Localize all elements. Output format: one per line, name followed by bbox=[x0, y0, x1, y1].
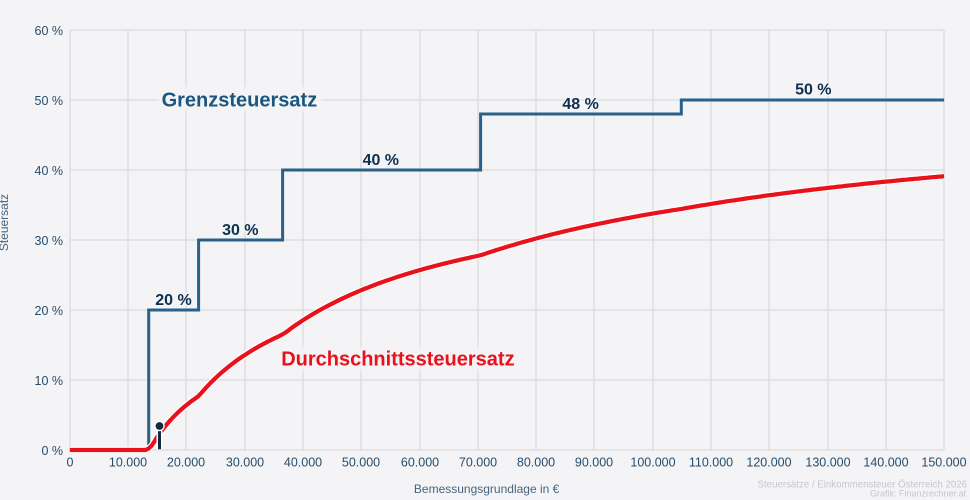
svg-text:20 %: 20 % bbox=[35, 304, 64, 318]
svg-text:70.000: 70.000 bbox=[459, 455, 497, 469]
svg-text:30.000: 30.000 bbox=[226, 455, 264, 469]
svg-text:150.000: 150.000 bbox=[921, 455, 966, 469]
svg-text:Durchschnittssteuersatz: Durchschnittssteuersatz bbox=[281, 348, 514, 370]
svg-text:130.000: 130.000 bbox=[805, 455, 850, 469]
svg-text:120.000: 120.000 bbox=[746, 455, 791, 469]
svg-text:50 %: 50 % bbox=[35, 94, 64, 108]
svg-text:Bemessungsgrundlage in €: Bemessungsgrundlage in € bbox=[414, 482, 560, 496]
svg-text:60.000: 60.000 bbox=[401, 455, 439, 469]
svg-text:100.000: 100.000 bbox=[630, 455, 675, 469]
svg-text:10.000: 10.000 bbox=[109, 455, 147, 469]
svg-text:0: 0 bbox=[67, 455, 74, 469]
svg-text:90.000: 90.000 bbox=[575, 455, 613, 469]
svg-text:Grenzsteuersatz: Grenzsteuersatz bbox=[162, 90, 318, 112]
svg-text:Steuersätze / Einkommensteuer: Steuersätze / Einkommensteuer Österreich… bbox=[758, 480, 967, 491]
svg-text:60 %: 60 % bbox=[35, 24, 64, 38]
svg-text:40.000: 40.000 bbox=[284, 455, 322, 469]
svg-text:20 %: 20 % bbox=[155, 292, 191, 309]
svg-text:20.000: 20.000 bbox=[167, 455, 205, 469]
svg-text:10 %: 10 % bbox=[35, 374, 64, 388]
svg-text:50 %: 50 % bbox=[795, 82, 831, 99]
svg-text:140.000: 140.000 bbox=[863, 455, 908, 469]
svg-text:0 %: 0 % bbox=[41, 444, 63, 458]
svg-text:30 %: 30 % bbox=[222, 222, 258, 239]
svg-text:50.000: 50.000 bbox=[342, 455, 380, 469]
svg-text:80.000: 80.000 bbox=[517, 455, 555, 469]
svg-text:Steuersatz: Steuersatz bbox=[0, 194, 11, 251]
svg-text:110.000: 110.000 bbox=[689, 455, 733, 469]
svg-text:40 %: 40 % bbox=[35, 164, 64, 178]
svg-text:30 %: 30 % bbox=[35, 234, 64, 248]
svg-text:48 %: 48 % bbox=[562, 96, 598, 113]
svg-text:40 %: 40 % bbox=[363, 152, 399, 169]
svg-text:Grafik: Finanzrechner.at: Grafik: Finanzrechner.at bbox=[870, 488, 967, 498]
